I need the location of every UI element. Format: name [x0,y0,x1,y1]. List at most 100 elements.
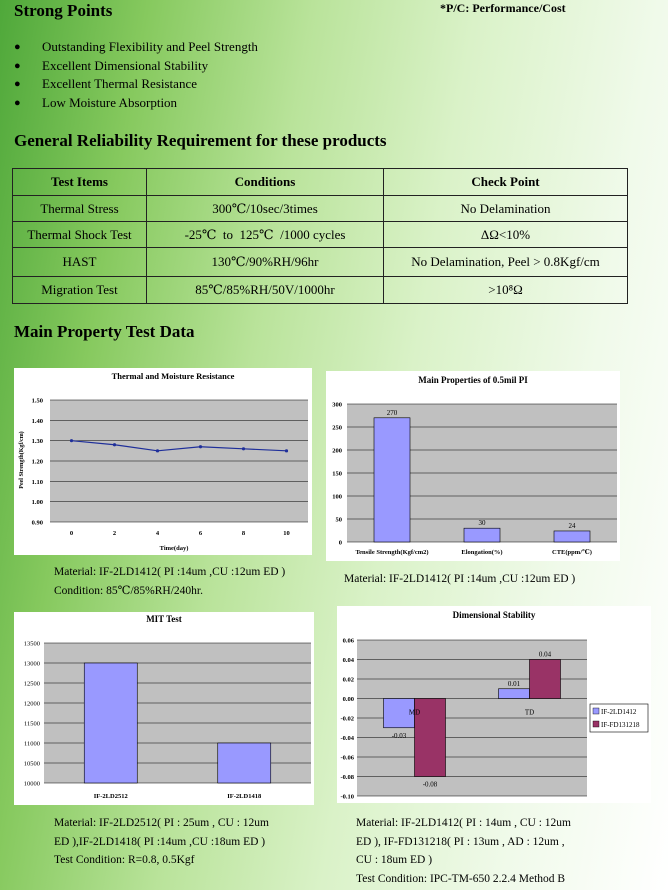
table-row: Migration Test 85℃/85%RH/50V/1000hr >10⁸… [12,276,628,304]
chart-title: Dimensional Stability [453,610,536,620]
table-cell: No Delamination [383,195,628,222]
y-axis-label: Peel Strength(Kgf/cm) [18,431,25,488]
data-point [284,449,289,453]
bar [217,742,272,784]
data-label: 0.01 [508,680,521,688]
table-cell: Thermal Shock Test [12,221,147,248]
table-cell: HAST [12,247,147,277]
table-row: Thermal Stress 300℃/10sec/3times No Dela… [12,195,628,222]
data-point [241,447,246,451]
series-line [71,440,287,452]
data-point [112,443,117,447]
y-tick-label: 11000 [24,741,40,748]
table-row: Thermal Shock Test -25℃ to 125℃ /1000 cy… [12,221,628,248]
legend: IF-2LD1412 IF-FD131218 [589,703,649,733]
caption-3: Material: IF-2LD2512( PI : 25um , CU : 1… [54,814,269,870]
legend-box [589,703,649,733]
list-item: Excellent Thermal Resistance [14,75,258,94]
dimensional-stability-svg: Dimensional Stability -0.10 -0.08 -0.06 -0.… [340,610,649,801]
bar [83,662,138,784]
caption-line: Condition: 85℃/85%RH/240hr. [54,584,203,597]
caption-line: ED ), IF-FD131218( PI : 13um , AD : 12um… [356,835,565,848]
reliability-title: General Reliability Requirement for thes… [14,131,387,150]
x-tick-label: 2 [113,530,116,537]
x-tick-label: 8 [242,530,246,537]
y-tick-label: 300 [332,402,342,409]
x-tick-label: IF-2LD1418 [227,793,262,800]
y-tick-label: 1.30 [32,438,43,445]
table-cell: No Delamination, Peel > 0.8Kgf/cm [383,247,628,277]
table-cell: ΔΩ<10% [383,221,628,248]
y-tick-label: 0.00 [343,696,354,703]
column-header: Conditions [146,168,384,196]
list-item: Low Moisture Absorption [14,94,258,113]
y-tick-label: 10000 [24,781,40,788]
y-tick-label: 0.02 [343,677,354,684]
legend-label: IF-FD131218 [601,721,640,729]
bar [498,688,530,699]
y-tick-label: 0.04 [343,657,355,664]
main-properties-svg: Main Properties of 0.5mil PI 0 50 100 150 20… [332,375,617,556]
y-tick-label: -0.04 [340,735,354,742]
list-item: Outstanding Flexibility and Peel Strengt… [14,38,258,57]
y-tick-label: -0.02 [340,716,354,723]
table-cell: >10⁸Ω [383,276,628,304]
y-tick-label: 12000 [24,701,40,708]
x-tick-label: MD [409,709,420,717]
caption-line: Test Condition: IPC-TM-650 2.2.4 Method … [356,872,566,885]
y-tick-label: 100 [332,494,342,501]
y-tick-label: 13000 [24,661,40,668]
chart-title: MIT Test [146,614,182,624]
caption-line: Material: IF-2LD1412( PI : 14um , CU : 1… [356,817,571,829]
y-tick-label: 150 [332,471,342,478]
legend-swatch [592,707,600,715]
table-cell: Migration Test [12,276,147,304]
thermal-moisture-chart: Thermal and Moisture Resistance 0.90 1.00… [14,368,312,555]
caption-line: Material: IF-2LD2512( PI : 25um , CU : 1… [54,817,269,829]
y-tick-label: 1.40 [32,418,43,425]
bar [414,698,446,777]
y-tick-label: 250 [332,425,342,432]
bar [529,659,561,699]
x-axis-label: Time(day) [160,545,189,552]
caption-line: Test Condition: R=0.8, 0.5Kgf [54,854,195,866]
list-item: Excellent Dimensional Stability [14,57,258,76]
y-tick-label: 1.00 [32,499,43,506]
table-cell: Thermal Stress [12,195,147,222]
table-cell: 130℃/90%RH/96hr [146,247,384,277]
caption-line: ED ),IF-2LD1418( PI :14um ,CU :18um ED ) [54,835,266,848]
property-title: Main Property Test Data [14,322,195,341]
strong-points-list: Outstanding Flexibility and Peel Strengt… [14,38,258,113]
data-point [69,439,74,443]
y-tick-label: 50 [336,517,343,524]
y-tick-label: 12500 [24,681,40,688]
data-label: 270 [387,409,398,417]
table-cell: -25℃ to 125℃ /1000 cycles [146,221,384,248]
y-tick-label: 11500 [24,721,40,728]
x-tick-label: 10 [283,530,290,537]
x-tick-label: CTE(ppm/℃) [552,548,592,556]
data-label: -0.08 [423,781,438,789]
bar [553,530,591,543]
y-tick-label: 200 [332,448,342,455]
y-tick-label: -0.06 [340,755,354,762]
caption-1: Material: IF-2LD1412( PI :14um ,CU :12um… [54,563,285,600]
data-point [155,449,160,453]
y-tick-label: 1.20 [32,459,43,466]
caption-line: CU : 18um ED ) [356,854,433,866]
data-label: 0.04 [539,651,552,659]
table-row: HAST 130℃/90%RH/96hr No Delamination, Pe… [12,247,628,277]
table-cell: 300℃/10sec/3times [146,195,384,222]
dimensional-stability-chart: Dimensional Stability -0.10 -0.08 -0.06 -0.… [337,606,651,803]
data-label: 24 [569,522,577,530]
y-tick-label: 13500 [24,641,40,648]
y-tick-label: 1.50 [32,398,43,405]
table-header-row: Test Items Conditions Check Point [12,168,628,196]
x-tick-label: IF-2LD2512 [94,793,128,800]
legend-swatch [592,720,600,728]
y-tick-label: 1.10 [32,479,43,486]
main-properties-chart: Main Properties of 0.5mil PI 0 50 100 150 20… [326,371,620,561]
page-title: Strong Points [14,1,113,20]
y-tick-label: -0.10 [340,794,354,801]
x-tick-label: 4 [156,530,160,537]
